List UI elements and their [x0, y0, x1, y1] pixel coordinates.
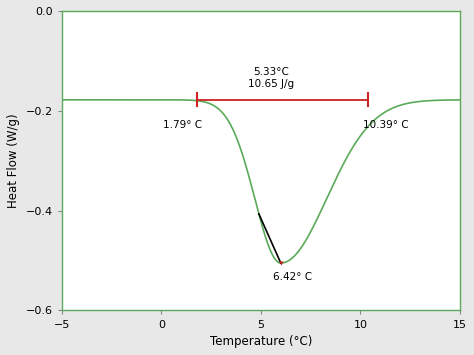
- Text: 6.42° C: 6.42° C: [273, 272, 312, 282]
- Text: 5.33°C
10.65 J/g: 5.33°C 10.65 J/g: [248, 67, 294, 89]
- Text: 10.39° C: 10.39° C: [364, 120, 409, 130]
- X-axis label: Temperature (°C): Temperature (°C): [210, 335, 312, 348]
- Y-axis label: Heat Flow (W/g): Heat Flow (W/g): [7, 113, 20, 208]
- Text: 1.79° C: 1.79° C: [164, 120, 202, 130]
